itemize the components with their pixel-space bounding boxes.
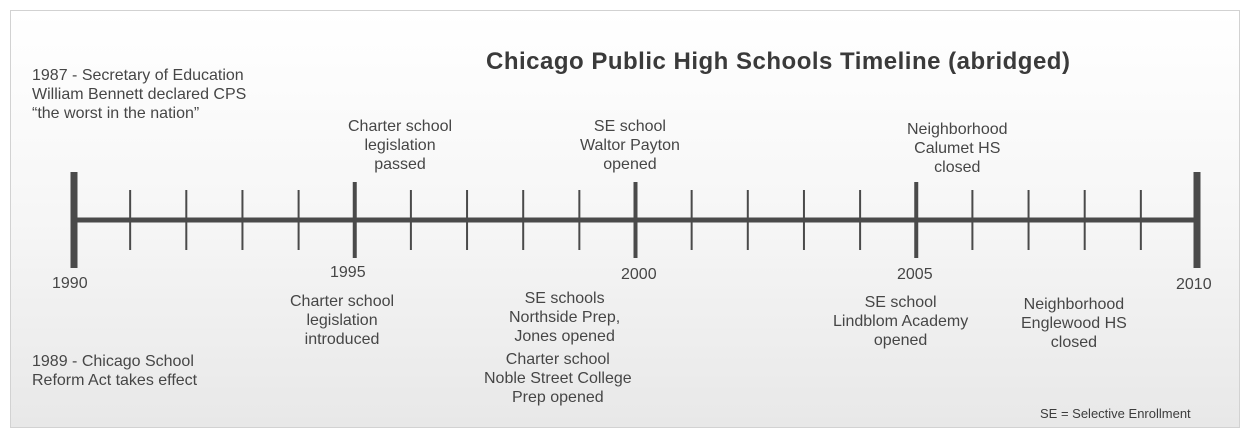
- year-label-2005: 2005: [897, 266, 933, 283]
- year-label-1995: 1995: [330, 264, 366, 281]
- footnote-se-definition: SE = Selective Enrollment: [1040, 406, 1191, 421]
- event-se-payton-opened: SE school Waltor Payton opened: [580, 118, 680, 173]
- event-charter-legislation-passed: Charter school legislation passed: [348, 118, 453, 173]
- event-calumet-hs-closed: Neighborhood Calumet HS closed: [907, 121, 1008, 176]
- event-charter-noble-street-opened: Charter school Noble Street College Prep…: [484, 351, 632, 406]
- timeline-title: Chicago Public High Schools Timeline (ab…: [486, 48, 1071, 75]
- year-label-2010: 2010: [1176, 276, 1212, 293]
- event-charter-legislation-introduced: Charter school legislation introduced: [290, 293, 395, 348]
- event-se-lindblom-opened: SE school Lindblom Academy opened: [833, 294, 969, 349]
- year-label-2000: 2000: [621, 266, 657, 283]
- event-se-northside-jones-opened: SE schools Northside Prep, Jones opened: [509, 290, 621, 345]
- event-englewood-hs-closed: Neighborhood Englewood HS closed: [1021, 296, 1127, 351]
- event-1989-reform-act: 1989 - Chicago School Reform Act takes e…: [32, 353, 198, 389]
- event-1987-bennett: 1987 - Secretary of Education William Be…: [32, 67, 247, 122]
- year-label-1990: 1990: [52, 275, 88, 292]
